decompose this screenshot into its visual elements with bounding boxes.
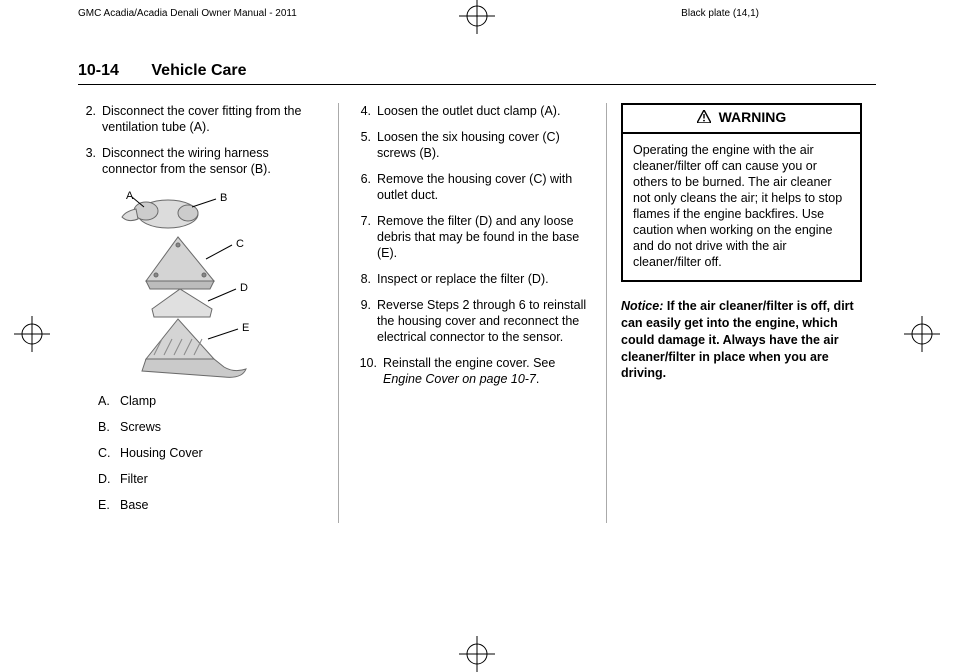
step-text: Loosen the six housing cover (C) screws … (377, 129, 592, 161)
key-e: E. Base (98, 497, 324, 513)
step-text: Loosen the outlet duct clamp (A). (377, 103, 592, 119)
notice-label: Notice: (621, 299, 663, 313)
step-text: Reverse Steps 2 through 6 to reinstall t… (377, 297, 592, 345)
step-7: 7.Remove the filter (D) and any loose de… (353, 213, 592, 261)
step-number: 3. (78, 145, 102, 177)
step-number: 8. (353, 271, 377, 287)
step-text: Reinstall the engine cover. See Engine C… (383, 355, 592, 387)
diagram-label-a: A (126, 190, 134, 202)
crop-mark-left (14, 316, 50, 352)
step-9: 9.Reverse Steps 2 through 6 to reinstall… (353, 297, 592, 345)
step-text-post: . (536, 372, 539, 386)
key-text: Screws (120, 419, 161, 435)
diagram-key-list: A.Clamp B.Screws C.Housing Cover D.Filte… (98, 393, 324, 513)
step-6: 6.Remove the housing cover (C) with outl… (353, 171, 592, 203)
diagram-label-b: B (220, 192, 227, 204)
notice: Notice: If the air cleaner/filter is off… (621, 298, 862, 382)
step-number: 9. (353, 297, 377, 345)
key-letter: A. (98, 393, 120, 409)
step-4: 4.Loosen the outlet duct clamp (A). (353, 103, 592, 119)
air-filter-diagram: A B C D E (106, 189, 266, 379)
diagram-label-d: D (240, 282, 248, 294)
steps-list-col2: 4.Loosen the outlet duct clamp (A). 5.Lo… (353, 103, 592, 387)
key-d: D.Filter (98, 471, 324, 487)
step-text: Inspect or replace the filter (D). (377, 271, 592, 287)
key-b: B.Screws (98, 419, 324, 435)
step-number: 4. (353, 103, 377, 119)
plate-label: Black plate (14,1) (681, 8, 759, 19)
step-number: 2. (78, 103, 102, 135)
key-text: Clamp (120, 393, 156, 409)
step-number: 5. (353, 129, 377, 161)
section-header: 10-14 Vehicle Care (78, 62, 876, 85)
step-text-pre: Reinstall the engine cover. See (383, 356, 555, 370)
step-3: 3. Disconnect the wiring harness connect… (78, 145, 324, 177)
key-c: C.Housing Cover (98, 445, 324, 461)
step-10: 10. Reinstall the engine cover. See Engi… (353, 355, 592, 387)
warning-box: WARNING Operating the engine with the ai… (621, 103, 862, 282)
step-number: 10. (353, 355, 383, 387)
key-letter: B. (98, 419, 120, 435)
warning-label: WARNING (719, 109, 787, 125)
columns: 2. Disconnect the cover fitting from the… (78, 103, 876, 523)
step-8: 8.Inspect or replace the filter (D). (353, 271, 592, 287)
key-text: Base (120, 497, 149, 513)
warning-icon (697, 110, 711, 128)
column-2: 4.Loosen the outlet duct clamp (A). 5.Lo… (338, 103, 606, 523)
key-letter: E. (98, 497, 120, 513)
diagram-label-c: C (236, 238, 244, 250)
step-text: Remove the housing cover (C) with outlet… (377, 171, 592, 203)
warning-body: Operating the engine with the air cleane… (623, 134, 860, 280)
diagram-label-e: E (242, 322, 249, 334)
key-a: A.Clamp (98, 393, 324, 409)
step-text: Remove the filter (D) and any loose debr… (377, 213, 592, 261)
step-2: 2. Disconnect the cover fitting from the… (78, 103, 324, 135)
crop-mark-bottom (459, 636, 495, 672)
key-text: Housing Cover (120, 445, 203, 461)
step-text-ref: Engine Cover on page 10‑7 (383, 372, 536, 386)
step-text: Disconnect the wiring harness connector … (102, 145, 324, 177)
section-title: Vehicle Care (151, 62, 246, 79)
crop-mark-top (459, 0, 495, 34)
column-3: WARNING Operating the engine with the ai… (606, 103, 876, 523)
step-number: 7. (353, 213, 377, 261)
key-letter: D. (98, 471, 120, 487)
key-text: Filter (120, 471, 148, 487)
page-content: 10-14 Vehicle Care 2. Disconnect the cov… (78, 62, 876, 523)
column-1: 2. Disconnect the cover fitting from the… (78, 103, 338, 523)
manual-title: GMC Acadia/Acadia Denali Owner Manual - … (78, 8, 297, 19)
key-letter: C. (98, 445, 120, 461)
step-text: Disconnect the cover fitting from the ve… (102, 103, 324, 135)
crop-mark-right (904, 316, 940, 352)
step-number: 6. (353, 171, 377, 203)
page-number: 10-14 (78, 62, 119, 79)
step-5: 5.Loosen the six housing cover (C) screw… (353, 129, 592, 161)
steps-list-col1: 2. Disconnect the cover fitting from the… (78, 103, 324, 177)
warning-title: WARNING (623, 105, 860, 134)
